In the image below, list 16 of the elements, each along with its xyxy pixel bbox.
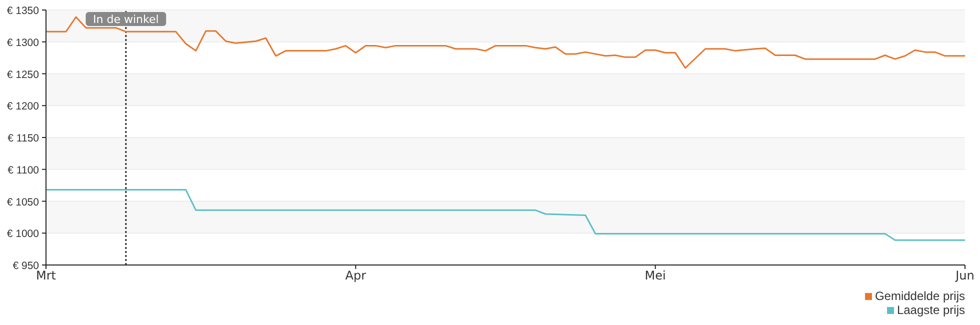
- y-tick-label: € 1100: [8, 164, 40, 176]
- legend-label: Gemiddelde prijs: [874, 289, 965, 303]
- y-tick-label: € 1200: [6, 100, 40, 113]
- x-tick-label: Apr: [345, 268, 366, 283]
- y-tick-label: € 1050: [6, 196, 40, 208]
- line-series: [46, 189, 965, 241]
- y-tick-label: € 1000: [6, 228, 40, 240]
- y-tick-label: € 1300: [6, 36, 40, 49]
- y-tick-label: € 1150: [8, 132, 40, 144]
- line-series: [46, 16, 965, 69]
- ref-line-label: In de winkel: [93, 13, 159, 26]
- x-tick-label: Mei: [644, 268, 666, 283]
- legend-label: Laagste prijs: [896, 303, 965, 317]
- y-tick-label: € 1350: [6, 5, 40, 17]
- x-tick-label: Jun: [954, 268, 974, 283]
- y-tick-label: € 1250: [6, 68, 40, 81]
